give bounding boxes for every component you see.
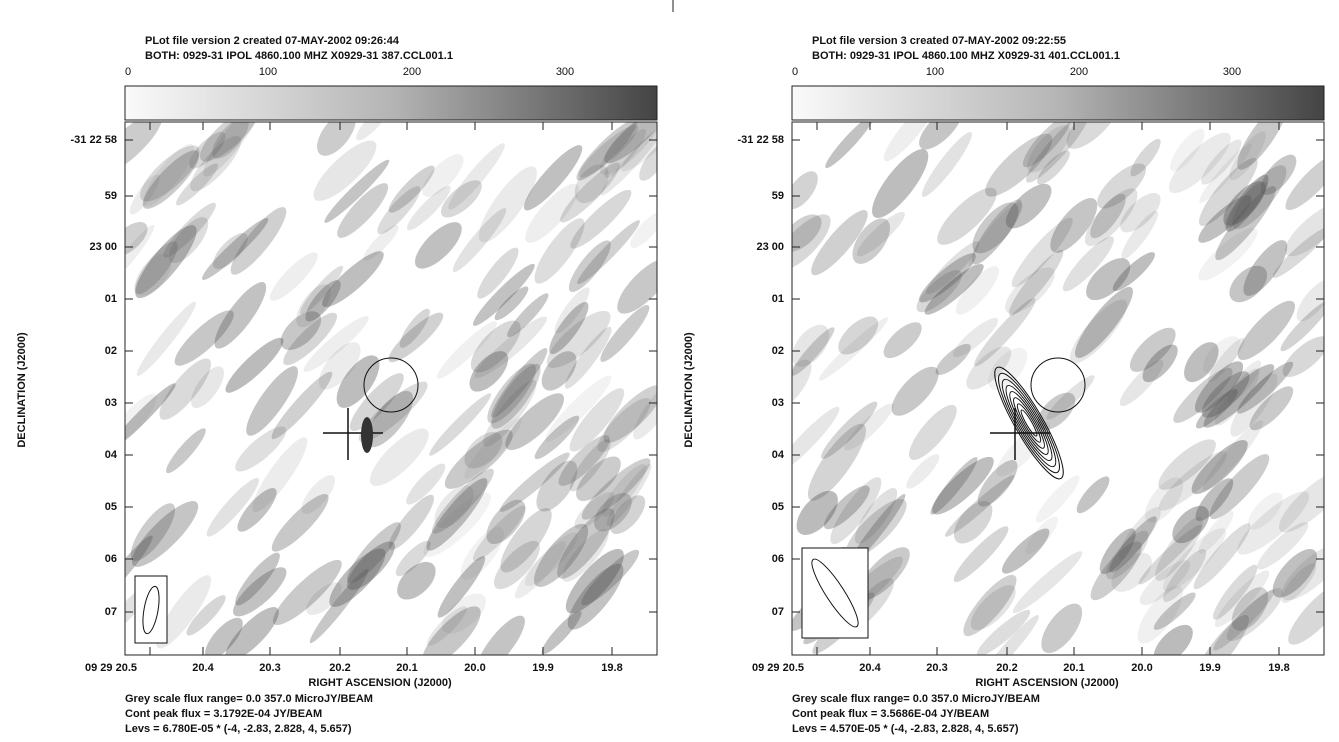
x-tick-label: 19.9 — [532, 662, 553, 674]
x-tick-label: 20.3 — [259, 662, 280, 674]
footer-line: Grey scale flux range= 0.0 357.0 MicroJY… — [792, 693, 1040, 705]
x-tick-label: 19.8 — [1268, 662, 1289, 674]
colorbar-tick-label: 300 — [1223, 66, 1241, 78]
x-tick-label: 19.9 — [1199, 662, 1220, 674]
y-tick-label: 59 — [772, 190, 784, 202]
colorbar-tick-label: 0 — [792, 66, 798, 78]
y-tick-label: 03 — [105, 397, 117, 409]
header-line: PLot file version 2 created 07-MAY-2002 … — [145, 35, 400, 47]
x-tick-label: 20.4 — [192, 662, 214, 674]
y-tick-label: 07 — [772, 606, 784, 618]
colorbar — [125, 86, 657, 120]
colorbar-tick-label: 200 — [1070, 66, 1088, 78]
header-line: PLot file version 3 created 07-MAY-2002 … — [812, 35, 1066, 47]
header-line: BOTH: 0929-31 IPOL 4860.100 MHZ X0929-31… — [145, 50, 453, 62]
header-line: BOTH: 0929-31 IPOL 4860.100 MHZ X0929-31… — [812, 50, 1120, 62]
x-tick-label: 20.2 — [996, 662, 1017, 674]
colorbar-tick-label: 100 — [926, 66, 944, 78]
x-tick-label: 19.8 — [601, 662, 622, 674]
y-tick-label: 07 — [105, 606, 117, 618]
x-tick-label: 09 29 20.5 — [85, 662, 137, 674]
colorbar — [792, 86, 1324, 120]
y-tick-label: -31 22 58 — [71, 134, 117, 146]
y-tick-label: 04 — [772, 449, 785, 461]
y-tick-label: 04 — [105, 449, 118, 461]
y-tick-label: 02 — [772, 345, 784, 357]
x-tick-label: 09 29 20.5 — [752, 662, 804, 674]
x-tick-label: 20.0 — [464, 662, 485, 674]
colorbar-tick-label: 300 — [556, 66, 574, 78]
y-tick-label: 06 — [105, 553, 117, 565]
contour — [361, 417, 373, 453]
x-axis-label: RIGHT ASCENSION (J2000) — [308, 677, 452, 689]
x-axis-label: RIGHT ASCENSION (J2000) — [975, 677, 1119, 689]
y-tick-label: 03 — [772, 397, 784, 409]
y-tick-label: 59 — [105, 190, 117, 202]
y-tick-label: 01 — [772, 293, 784, 305]
x-tick-label: 20.0 — [1131, 662, 1152, 674]
colorbar-tick-label: 0 — [125, 66, 131, 78]
footer-line: Levs = 4.570E-05 * (-4, -2.83, 2.828, 4,… — [792, 723, 1019, 735]
x-tick-label: 20.2 — [329, 662, 350, 674]
x-tick-label: 20.3 — [926, 662, 947, 674]
y-tick-label: 05 — [105, 501, 117, 513]
y-axis-label: DECLINATION (J2000) — [16, 332, 28, 448]
footer-line: Cont peak flux = 3.1792E-04 JY/BEAM — [125, 708, 322, 720]
colorbar-tick-label: 100 — [259, 66, 277, 78]
x-tick-label: 20.1 — [1063, 662, 1084, 674]
y-tick-label: 23 00 — [756, 241, 784, 253]
y-tick-label: 23 00 — [89, 241, 117, 253]
y-tick-label: 05 — [772, 501, 784, 513]
beam-box — [135, 576, 167, 643]
y-tick-label: 02 — [105, 345, 117, 357]
x-tick-label: 20.1 — [396, 662, 417, 674]
y-tick-label: 06 — [772, 553, 784, 565]
greyscale-image — [87, 96, 693, 680]
figure: PLot file version 2 created 07-MAY-2002 … — [0, 0, 1339, 742]
y-axis-label: DECLINATION (J2000) — [683, 332, 695, 448]
footer-line: Cont peak flux = 3.5686E-04 JY/BEAM — [792, 708, 989, 720]
y-tick-label: 01 — [105, 293, 117, 305]
footer-line: Levs = 6.780E-05 * (-4, -2.83, 2.828, 4,… — [125, 723, 352, 735]
footer-line: Grey scale flux range= 0.0 357.0 MicroJY… — [125, 693, 373, 705]
x-tick-label: 20.4 — [859, 662, 881, 674]
colorbar-tick-label: 200 — [403, 66, 421, 78]
y-tick-label: -31 22 58 — [738, 134, 784, 146]
